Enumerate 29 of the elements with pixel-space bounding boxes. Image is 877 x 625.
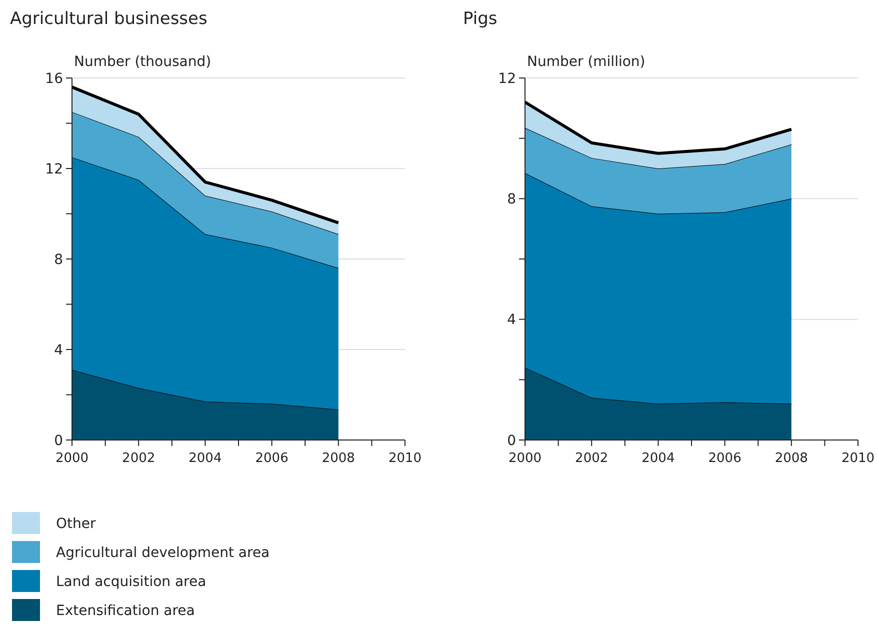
- chart-title: Agricultural businesses: [10, 9, 208, 29]
- chart-title: Pigs: [463, 9, 498, 29]
- y-tick-label: 8: [507, 192, 516, 208]
- y-tick-label: 8: [54, 252, 63, 268]
- y-tick-label: 12: [45, 161, 63, 178]
- y-tick-label: 0: [507, 432, 516, 449]
- y-tick-label: 12: [498, 70, 516, 87]
- y-axis-title: Number (thousand): [74, 54, 212, 70]
- y-axis-title: Number (million): [527, 54, 646, 70]
- x-tick-label: 2006: [255, 451, 288, 466]
- legend-label: Other: [56, 516, 96, 532]
- y-tick-label: 4: [54, 342, 64, 358]
- x-tick-label: 2008: [774, 451, 808, 466]
- x-tick-label: 2000: [55, 451, 89, 466]
- y-tick-label: 4: [507, 312, 516, 328]
- x-tick-label: 2008: [322, 451, 355, 466]
- x-tick-label: 2000: [508, 451, 542, 466]
- x-tick-label: 2010: [841, 451, 875, 466]
- x-tick-label: 2010: [388, 451, 422, 466]
- x-tick-label: 2002: [575, 451, 608, 466]
- x-tick-label: 2004: [642, 451, 675, 466]
- legend-label: Land acquisition area: [56, 574, 206, 590]
- x-tick-label: 2002: [122, 451, 156, 466]
- y-tick-label: 16: [45, 70, 64, 87]
- legend-label: Extensification area: [56, 603, 195, 619]
- legend-label: Agricultural development area: [56, 545, 270, 561]
- y-tick-label: 0: [54, 432, 63, 449]
- x-tick-label: 2004: [188, 451, 222, 466]
- x-tick-label: 2006: [708, 451, 742, 466]
